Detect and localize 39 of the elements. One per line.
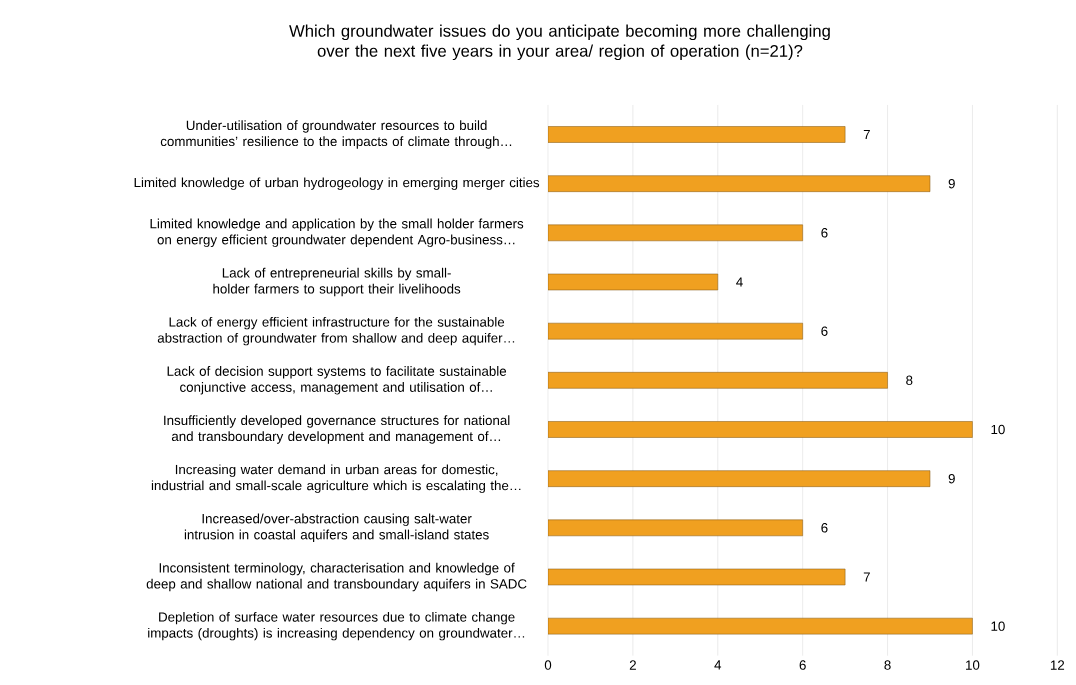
data-label: 4 — [736, 277, 743, 287]
data-label: 7 — [863, 129, 870, 140]
bar — [548, 519, 803, 537]
bar — [548, 421, 973, 438]
chart-title: Which groundwater issues do you anticipate becoming more challenging over the next five years in your area/ region of operation (n=21)? — [289, 24, 830, 61]
x-tick-label: 4 — [714, 660, 722, 670]
x-tick-label: 0 — [544, 660, 552, 670]
bar — [548, 126, 846, 143]
y-tick-label: Increasing water demand in urban areas for domestic, industrial and small-scale agriculture which is escalating the… — [151, 464, 521, 493]
bar — [548, 470, 931, 487]
bar — [548, 224, 803, 242]
x-tick-label: 2 — [629, 660, 636, 670]
x-tick-label: 8 — [884, 660, 891, 670]
x-tick-label: 12 — [1050, 660, 1065, 670]
data-label: 6 — [821, 523, 828, 533]
y-tick-label: Under-utilisation of groundwater resources to build communities’ resilience to the impacts of climate through… — [160, 120, 512, 149]
bar — [548, 322, 803, 340]
data-label: 6 — [821, 326, 828, 336]
y-tick-label: Insufficiently developed governance structures for national and transboundary development and management of… — [164, 415, 510, 444]
data-label: 9 — [948, 473, 955, 484]
data-label: 9 — [948, 178, 955, 189]
x-tick-label: 10 — [966, 660, 980, 670]
x-tick-label: 6 — [799, 660, 806, 670]
y-tick-label: Limited knowledge of urban hydrogeology in emerging merger cities — [134, 177, 540, 190]
y-tick-label: Depletion of surface water resources due to climate change impacts (droughts) is increasing dependency on groundwater… — [148, 611, 525, 641]
data-label: 7 — [863, 572, 870, 582]
y-tick-label: Lack of decision support systems to facilitate sustainable conjunctive access, management and utilisation of… — [167, 366, 507, 395]
data-label: 10 — [991, 424, 1005, 435]
y-tick-label: Inconsistent terminology, characterisation and knowledge of deep and shallow national and transboundary aquifers in SADC — [146, 562, 527, 592]
data-label: 8 — [906, 375, 913, 386]
y-tick-label: Lack of entrepreneurial skills by small-holder farmers to support their livelihoods — [213, 267, 461, 297]
bar — [548, 617, 973, 635]
data-label: 6 — [821, 228, 828, 238]
y-tick-label: Lack of energy efficient infrastructure for the sustainable abstraction of groundwater from shallow and deep aquifer… — [157, 316, 515, 346]
data-label: 10 — [991, 621, 1005, 631]
y-tick-label: Increased/over-abstraction causing salt-water intrusion in coastal aquifers and small-island states — [184, 513, 489, 543]
bar — [548, 175, 931, 192]
y-tick-label: Limited knowledge and application by the small holder farmers on energy efficient groundwater dependent Agro-business… — [150, 218, 524, 248]
bar — [548, 372, 888, 389]
